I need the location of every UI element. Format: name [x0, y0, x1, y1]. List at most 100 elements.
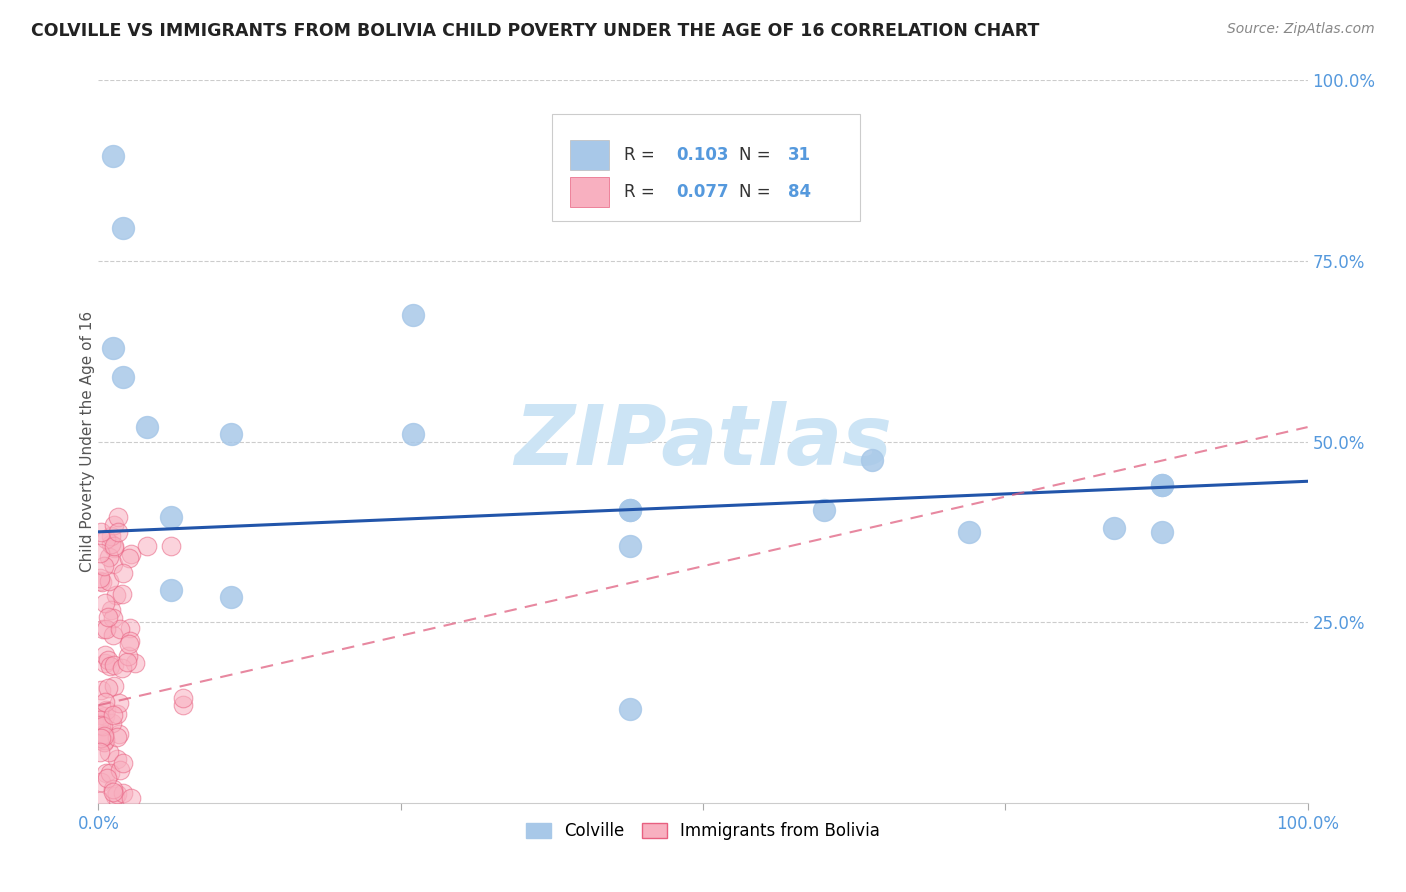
Point [89, 571, 111, 585]
Point [94, 695, 117, 709]
Text: ZIPatlas: ZIPatlas [515, 401, 891, 482]
Point [100, 537, 122, 551]
Point [1152, 478, 1174, 492]
Point [103, 539, 125, 553]
Point [93, 729, 115, 743]
Text: COLVILLE VS IMMIGRANTS FROM BOLIVIA CHILD POVERTY UNDER THE AGE OF 16 CORRELATIO: COLVILLE VS IMMIGRANTS FROM BOLIVIA CHIL… [31, 22, 1039, 40]
Point [104, 789, 127, 803]
Point [172, 691, 194, 706]
Point [96, 771, 118, 785]
Point [957, 524, 980, 539]
Point [103, 657, 125, 672]
Point [94, 733, 117, 747]
Point [103, 517, 125, 532]
Text: N =: N = [740, 183, 776, 202]
Point [120, 633, 142, 648]
Point [101, 557, 124, 571]
Point [98, 659, 121, 673]
Point [172, 698, 194, 713]
Text: 0.077: 0.077 [676, 183, 730, 202]
Point [101, 781, 124, 796]
Point [135, 539, 157, 553]
Point [619, 702, 641, 716]
Point [101, 149, 124, 163]
Point [120, 547, 142, 561]
Point [112, 786, 135, 800]
Point [97, 653, 120, 667]
Point [97, 609, 120, 624]
Point [107, 510, 129, 524]
Point [117, 648, 139, 663]
Point [107, 787, 129, 801]
Point [90, 575, 112, 590]
Point [96, 703, 118, 717]
Point [105, 730, 128, 744]
Point [1152, 478, 1174, 492]
Point [115, 655, 138, 669]
Point [108, 696, 131, 710]
Point [97, 681, 120, 696]
Point [108, 763, 131, 777]
Point [103, 541, 125, 555]
Point [100, 716, 122, 731]
Point [108, 727, 131, 741]
Point [93, 622, 115, 636]
Point [93, 559, 115, 574]
Y-axis label: Child Poverty Under the Age of 16: Child Poverty Under the Age of 16 [80, 311, 94, 572]
Point [89, 745, 111, 759]
Point [112, 756, 135, 770]
Point [118, 550, 141, 565]
Bar [569, 139, 609, 169]
Legend: Colville, Immigrants from Bolivia: Colville, Immigrants from Bolivia [520, 815, 886, 847]
Point [98, 745, 121, 759]
Point [135, 420, 157, 434]
Point [93, 735, 115, 749]
Point [1102, 521, 1125, 535]
Text: R =: R = [624, 145, 661, 164]
Point [221, 590, 243, 604]
Point [860, 452, 883, 467]
Point [93, 656, 115, 670]
Text: R =: R = [624, 183, 661, 202]
Point [111, 566, 134, 581]
Bar [569, 178, 609, 208]
Point [160, 510, 183, 524]
Point [111, 369, 134, 384]
Point [90, 683, 112, 698]
Point [93, 727, 115, 741]
Point [103, 784, 125, 798]
Point [103, 679, 125, 693]
Point [101, 628, 124, 642]
Text: Source: ZipAtlas.com: Source: ZipAtlas.com [1227, 22, 1375, 37]
Point [120, 621, 142, 635]
Text: 84: 84 [787, 183, 811, 202]
Point [90, 733, 112, 747]
Point [98, 574, 121, 588]
Point [104, 588, 127, 602]
Point [90, 717, 112, 731]
Point [108, 622, 131, 636]
Point [96, 532, 118, 546]
Point [101, 611, 124, 625]
Point [94, 622, 117, 636]
Point [110, 661, 132, 675]
Point [91, 719, 114, 733]
Point [100, 529, 122, 543]
Point [103, 707, 125, 722]
Point [402, 427, 425, 442]
Point [111, 587, 134, 601]
Text: 31: 31 [787, 145, 811, 164]
Point [89, 713, 111, 727]
Text: N =: N = [740, 145, 776, 164]
Point [98, 765, 121, 780]
Point [619, 539, 641, 553]
Point [619, 503, 641, 517]
Point [90, 731, 112, 745]
Point [90, 774, 112, 789]
Point [93, 709, 115, 723]
FancyBboxPatch shape [551, 114, 860, 221]
Point [402, 308, 425, 322]
Point [120, 791, 142, 805]
Point [160, 582, 183, 597]
Point [107, 524, 129, 539]
